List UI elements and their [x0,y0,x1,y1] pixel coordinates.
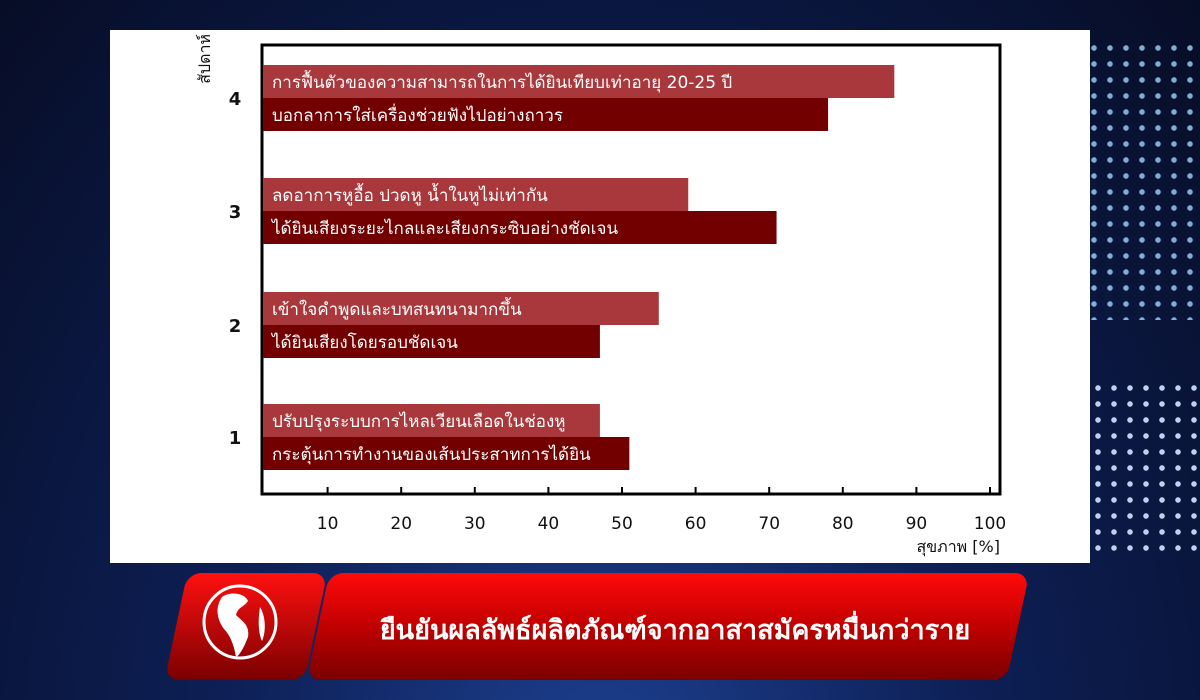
chart-panel: 10 20 30 40 50 60 70 80 90 100 สุขภาพ [%] สัปดาห์ 4 3… [110,30,1090,563]
x-tick-label: 50 [611,514,633,534]
bar-label: ได้ยินเสียงระยะไกลและเสียงกระซิบอย่างชัด… [270,218,618,239]
bar-week-2 [263,292,659,325]
bar-label: เข้าใจคำพูดและบทสนทนามากขึ้น [272,297,522,320]
y-tick-label: 4 [229,89,242,110]
bar-week-2 [263,325,600,358]
bar-week-3 [263,178,689,211]
x-tick-label: 100 [974,514,1006,534]
bar-label: ลดอาการหูอื้อ ปวดหู น้ำในหูไม่เท่ากัน [272,183,548,206]
x-tick-label: 40 [538,514,560,534]
decorative-dots [1090,380,1200,560]
x-tick-label: 10 [317,514,339,534]
bar-chart: 10 20 30 40 50 60 70 80 90 100 สุขภาพ [%] สัปดาห์ 4 3… [195,34,1006,557]
bar-label: การฟื้นตัวของความสามารถในการได้ยินเทียบเ… [272,70,732,93]
bar-label: ปรับปรุงระบบการไหลเวียนเลือดในช่องหู [272,411,566,432]
bar-week-1 [263,404,600,437]
x-tick-label: 60 [685,514,707,534]
bar-week-1 [263,437,630,470]
x-axis-label: สุขภาพ [%] [916,537,1000,557]
headline-text: ยืนยันผลลัพธ์ผลิตภัณฑ์จากอาสาสมัครหมื่นก… [379,615,971,645]
y-tick-label: 3 [229,202,242,223]
bar-week-4 [263,65,895,98]
y-tick-label: 1 [229,428,242,449]
decorative-dots [1070,40,1200,320]
bar-week-3 [263,211,777,244]
x-tick-label: 30 [464,514,486,534]
y-tick-label: 2 [229,316,242,337]
bar-label: กระตุ้นการทำงานของเส้นประสาทการได้ยิน [272,444,591,465]
x-tick-label: 80 [832,514,854,534]
plot-frame [260,43,1002,496]
bar-label: ได้ยินเสียงโดยรอบชัดเจน [270,332,458,353]
x-tick-label: 70 [758,514,780,534]
bar-week-4 [263,98,829,131]
globe-icon [202,584,278,660]
y-axis-label: สัปดาห์ [195,34,214,84]
bar-label: บอกลาการใส่เครื่องช่วยฟังไปอย่างถาวร [272,103,563,126]
x-tick-label: 90 [906,514,928,534]
x-tick-label: 20 [390,514,412,534]
